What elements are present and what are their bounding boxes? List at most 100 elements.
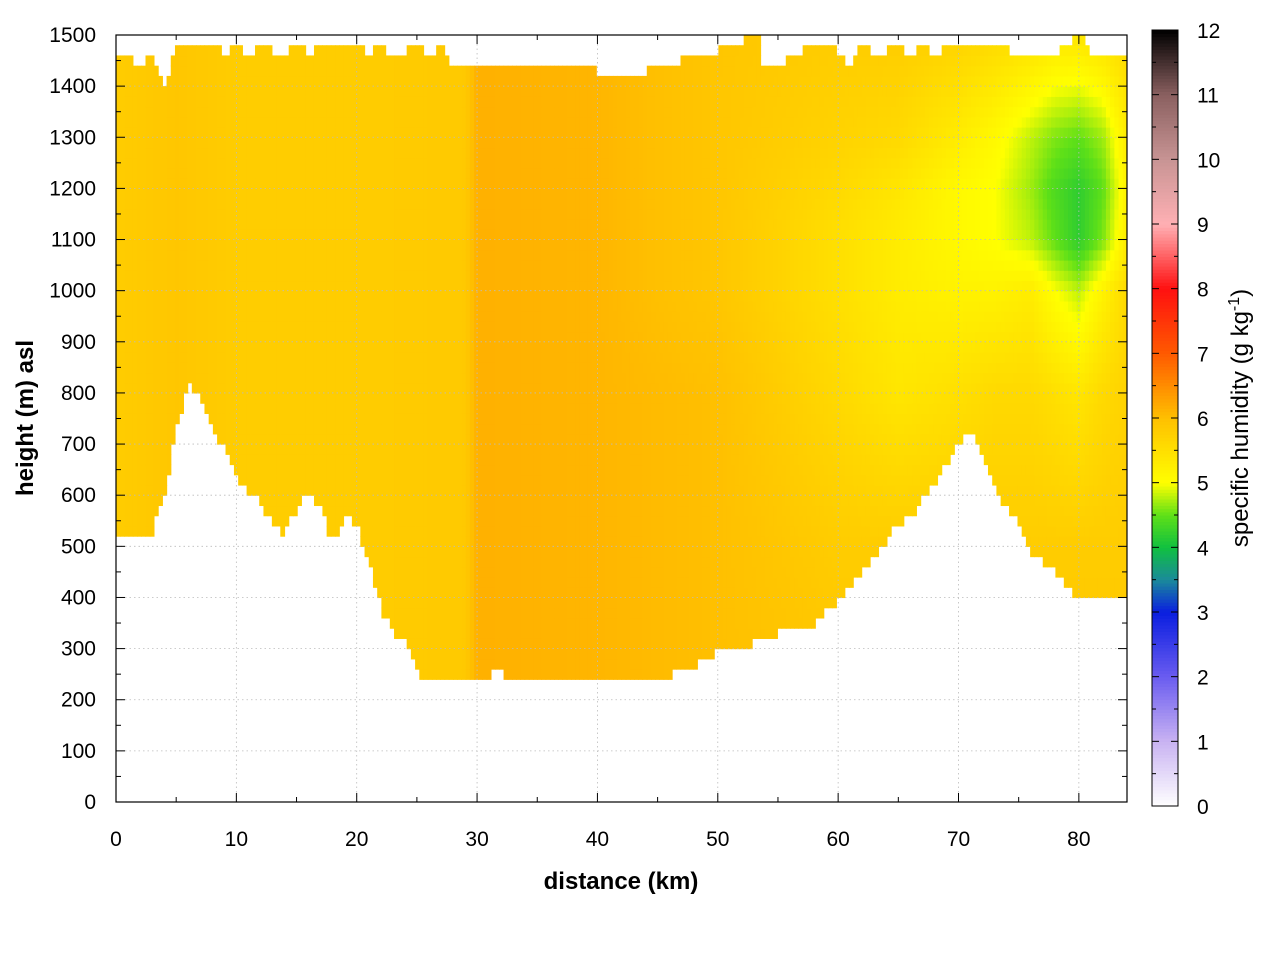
- field-cell: [326, 96, 332, 108]
- field-cell: [309, 259, 315, 271]
- field-cell: [259, 45, 265, 57]
- field-cell: [162, 116, 168, 128]
- field-cell: [221, 321, 227, 333]
- field-cell: [461, 188, 467, 200]
- field-cell: [343, 495, 349, 507]
- field-cell: [364, 198, 370, 210]
- field-cell: [351, 495, 357, 507]
- field-cell: [120, 423, 126, 435]
- field-cell: [170, 55, 176, 67]
- field-cell: [356, 464, 361, 476]
- field-cell: [511, 484, 517, 496]
- field-cell: [507, 628, 513, 639]
- field-cell: [364, 444, 370, 455]
- field-cell: [537, 587, 543, 599]
- field-cell: [402, 597, 408, 609]
- field-cell: [229, 188, 235, 200]
- field-cell: [145, 198, 151, 210]
- field-cell: [347, 505, 353, 517]
- field-cell: [516, 566, 521, 578]
- field-cell: [419, 65, 425, 77]
- field-cell: [457, 147, 463, 159]
- field-cell: [364, 65, 370, 77]
- field-cell: [280, 157, 286, 169]
- field-cell: [166, 352, 172, 363]
- field-cell: [233, 270, 239, 282]
- field-cell: [364, 423, 370, 435]
- field-cell: [478, 566, 484, 578]
- field-cell: [474, 106, 479, 118]
- field-cell: [330, 219, 336, 230]
- field-cell: [465, 311, 471, 322]
- field-cell: [137, 290, 142, 302]
- field-cell: [406, 433, 412, 445]
- field-cell: [448, 525, 454, 537]
- field-cell: [255, 382, 260, 394]
- field-cell: [440, 658, 446, 670]
- field-cell: [448, 617, 454, 629]
- field-cell: [406, 444, 412, 455]
- field-cell: [410, 178, 416, 189]
- field-cell: [326, 505, 332, 517]
- field-cell: [440, 311, 446, 322]
- field-cell: [318, 198, 324, 210]
- field-cell: [533, 505, 538, 517]
- field-cell: [381, 413, 387, 425]
- field-cell: [347, 413, 353, 425]
- field-cell: [120, 106, 126, 118]
- field-cell: [120, 362, 126, 374]
- field-cell: [250, 433, 256, 445]
- field-cell: [158, 484, 163, 496]
- field-cell: [153, 311, 159, 322]
- field-cell: [381, 382, 387, 394]
- field-cell: [503, 157, 509, 169]
- field-cell: [330, 75, 336, 87]
- field-cell: [284, 505, 290, 517]
- field-cell: [511, 137, 517, 149]
- field-cell: [335, 249, 340, 261]
- field-cell: [322, 362, 328, 374]
- field-cell: [419, 505, 425, 517]
- field-cell: [238, 474, 243, 486]
- field-cell: [318, 208, 324, 220]
- field-cell: [347, 495, 353, 507]
- field-cell: [225, 65, 231, 77]
- field-cell: [482, 577, 488, 588]
- field-cell: [389, 556, 395, 568]
- field-cell: [444, 362, 450, 374]
- field-cell: [394, 362, 399, 374]
- field-cell: [360, 178, 366, 189]
- field-cell: [339, 311, 345, 322]
- field-cell: [465, 280, 471, 292]
- field-cell: [457, 566, 463, 578]
- field-cell: [533, 628, 538, 639]
- field-cell: [263, 444, 269, 455]
- field-cell: [242, 178, 248, 189]
- field-cell: [183, 290, 189, 302]
- field-cell: [465, 546, 471, 558]
- field-cell: [372, 300, 378, 312]
- field-cell: [389, 280, 395, 292]
- field-cell: [280, 454, 286, 466]
- field-cell: [280, 362, 286, 374]
- field-cell: [516, 290, 521, 302]
- field-cell: [520, 137, 526, 149]
- field-cell: [158, 433, 163, 445]
- field-cell: [347, 311, 353, 322]
- field-cell: [499, 362, 505, 374]
- field-cell: [516, 505, 521, 517]
- field-cell: [516, 474, 521, 486]
- field-cell: [406, 628, 412, 639]
- field-cell: [124, 444, 130, 455]
- field-cell: [288, 290, 294, 302]
- field-cell: [301, 147, 307, 159]
- field-cell: [499, 352, 505, 363]
- field-cell: [335, 454, 340, 466]
- field-cell: [343, 362, 349, 374]
- field-cell: [444, 157, 450, 169]
- field-cell: [212, 270, 218, 282]
- field-cell: [427, 392, 433, 404]
- field-cell: [250, 208, 256, 220]
- field-cell: [507, 495, 513, 507]
- field-cell: [490, 106, 496, 118]
